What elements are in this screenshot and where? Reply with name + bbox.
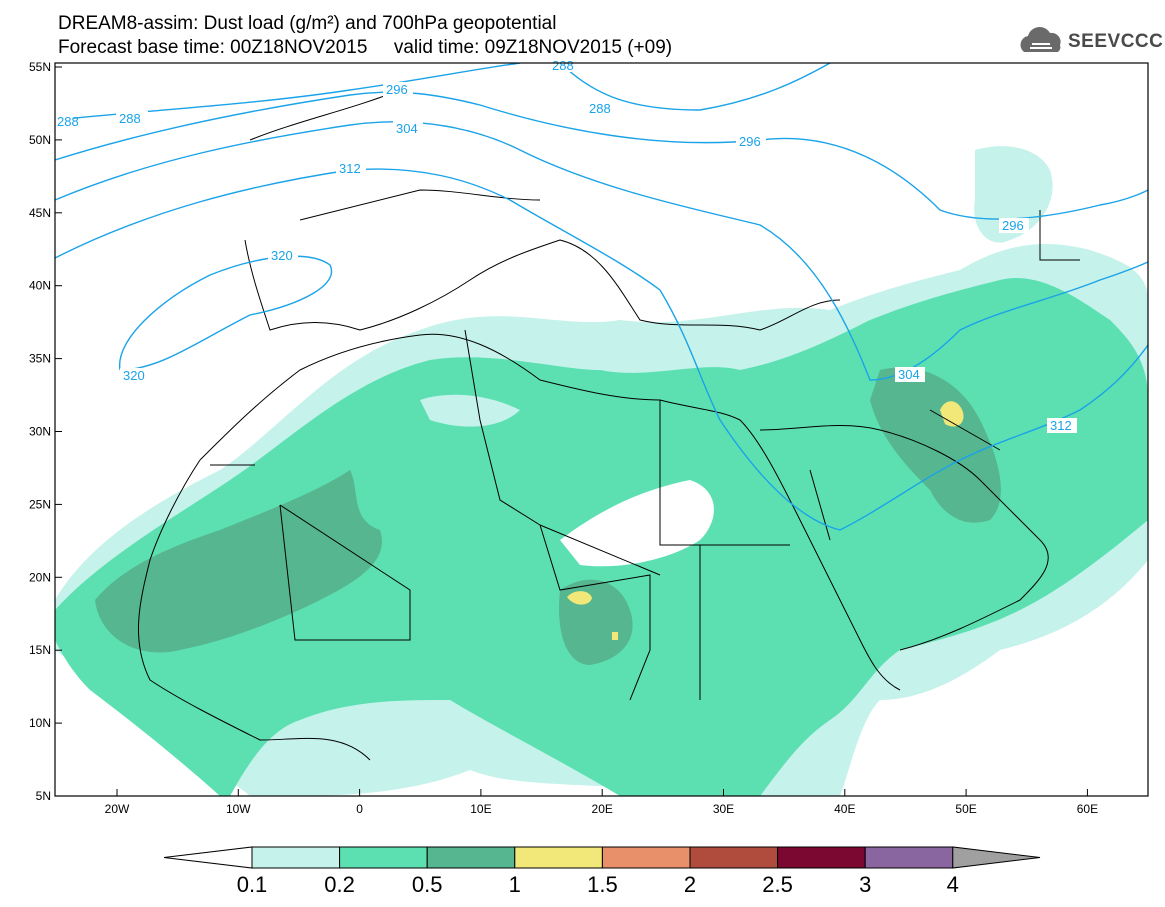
contour-label: 288	[552, 58, 574, 73]
contour-label: 288	[57, 114, 79, 129]
dust-contour-1.0-small	[612, 632, 618, 640]
coastline-north-africa	[199, 333, 901, 691]
colorbar-label: 3	[859, 872, 872, 897]
colorbar-segment	[426, 846, 516, 869]
lat-tick-label: 15N	[29, 643, 51, 657]
colorbar-label: 1.5	[587, 872, 618, 897]
coastline-arabia	[759, 425, 1049, 651]
lon-tick-label: 20W	[105, 802, 130, 816]
contour-label: 312	[1050, 418, 1072, 433]
longitude-axis: 20W 10W 0 10E 20E 30E 40E 50E 60E	[105, 789, 1098, 816]
colorbar-segment	[864, 846, 954, 869]
lon-tick-label: 50E	[955, 802, 976, 816]
map-frame	[54, 62, 1149, 797]
colorbar-segment	[777, 846, 866, 869]
lat-tick-label: 55N	[29, 60, 51, 74]
coastline-europe	[244, 89, 841, 331]
lat-tick-label: 20N	[29, 570, 51, 584]
contour-label: 288	[589, 101, 611, 116]
west-coast-africa	[137, 459, 371, 761]
lon-tick-label: 40E	[834, 802, 855, 816]
contour-label: 296	[1002, 218, 1024, 233]
contour-label: 312	[339, 161, 361, 176]
lon-tick-label: 30E	[713, 802, 734, 816]
contour-label: 304	[898, 367, 920, 382]
colorbar	[163, 846, 1041, 869]
colorbar-label: 1	[508, 872, 521, 897]
dust-contour-1.0-iraq	[940, 401, 964, 427]
colorbar-segment	[339, 846, 428, 869]
colorbar-segment	[514, 846, 603, 869]
colorbar-max-arrow	[952, 846, 1041, 869]
chart-title: DREAM8-assim: Dust load (g/m²) and 700hP…	[58, 13, 557, 34]
colorbar-segment	[251, 846, 341, 869]
dust-contour-1.0-chad	[567, 591, 592, 605]
colorbar-segment	[601, 846, 691, 869]
colorbar-min-arrow	[163, 846, 253, 869]
lat-tick-label: 40N	[29, 279, 51, 293]
lon-tick-label: 60E	[1077, 802, 1098, 816]
colorbar-segment	[689, 846, 779, 869]
contour-label: 304	[396, 121, 418, 136]
lat-tick-label: 10N	[29, 716, 51, 730]
lon-tick-label: 0	[356, 802, 363, 816]
lat-tick-label: 5N	[36, 789, 51, 803]
geopotential-line-304	[55, 121, 1148, 381]
contour-label: 320	[123, 368, 145, 383]
dust-contour-0.5-east	[870, 367, 1001, 523]
lat-tick-label: 45N	[29, 206, 51, 220]
dust-free-med	[420, 394, 520, 427]
contour-label: 296	[386, 82, 408, 97]
colorbar-label: 0.5	[411, 872, 443, 897]
contour-label: 288	[119, 111, 141, 126]
lat-tick-label: 25N	[29, 497, 51, 511]
logo-text: SEEVCCC	[1068, 31, 1164, 52]
geopotential-line-296	[55, 91, 1148, 220]
internal-borders	[210, 210, 1080, 701]
dust-contour-0.5-west	[95, 470, 382, 653]
lat-tick-label: 30N	[29, 425, 51, 439]
lon-tick-label: 10W	[226, 802, 251, 816]
contour-labels: 288 288 296 304 312 320 320 288 296 296 …	[55, 58, 1077, 433]
seevccc-logo: SEEVCCC	[1018, 24, 1163, 60]
geopotential-line-288-east	[559, 63, 831, 111]
contour-label: 296	[739, 134, 761, 149]
cloud-logo-icon	[1020, 27, 1061, 52]
lat-tick-label: 35N	[29, 352, 51, 366]
lon-tick-label: 20E	[592, 802, 613, 816]
colorbar-label: 0.1	[236, 872, 268, 897]
lat-tick-label: 50N	[29, 133, 51, 147]
colorbar-label: 2.5	[762, 872, 793, 897]
colorbar-label: 4	[946, 872, 959, 897]
contour-label: 320	[271, 248, 293, 263]
country-borders	[137, 89, 1080, 761]
lon-tick-label: 10E	[470, 802, 491, 816]
geopotential-line-320	[119, 255, 333, 371]
latitude-axis: 55N 50N 45N 40N 35N 30N 25N 20N 15N 10N 5N	[29, 60, 62, 803]
colorbar-label: 2	[683, 872, 697, 897]
colorbar-label: 0.2	[324, 872, 355, 897]
chart-subtitle: Forecast base time: 00Z18NOV2015 valid t…	[58, 37, 673, 58]
